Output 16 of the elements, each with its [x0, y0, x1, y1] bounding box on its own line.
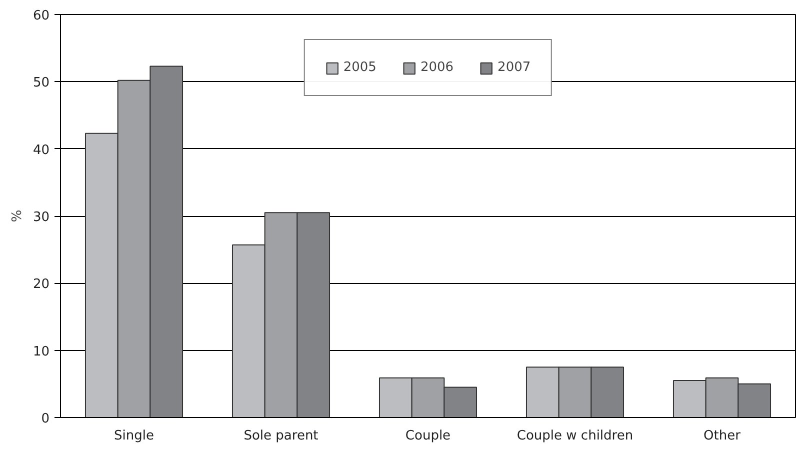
y-tick-label: 20 [32, 277, 50, 292]
y-axis-title: % [10, 210, 25, 222]
y-tick-label: 0 [41, 412, 50, 426]
legend-label: 2005 [343, 60, 376, 75]
x-tick-label: Single [114, 428, 154, 444]
y-tick-label: 60 [32, 8, 50, 24]
legend-label: 2006 [420, 60, 454, 75]
x-tick-label: Sole parent [244, 428, 318, 444]
x-tick-label: Couple [405, 428, 451, 444]
legend-label: 2007 [498, 60, 531, 75]
y-tick-label: 50 [32, 76, 50, 91]
y-tick-label: 30 [32, 210, 50, 225]
x-tick-label: Other [704, 428, 742, 444]
x-tick-label: Couple w children [516, 428, 634, 444]
y-tick-label: 40 [32, 142, 50, 158]
y-tick-label: 10 [32, 344, 50, 360]
